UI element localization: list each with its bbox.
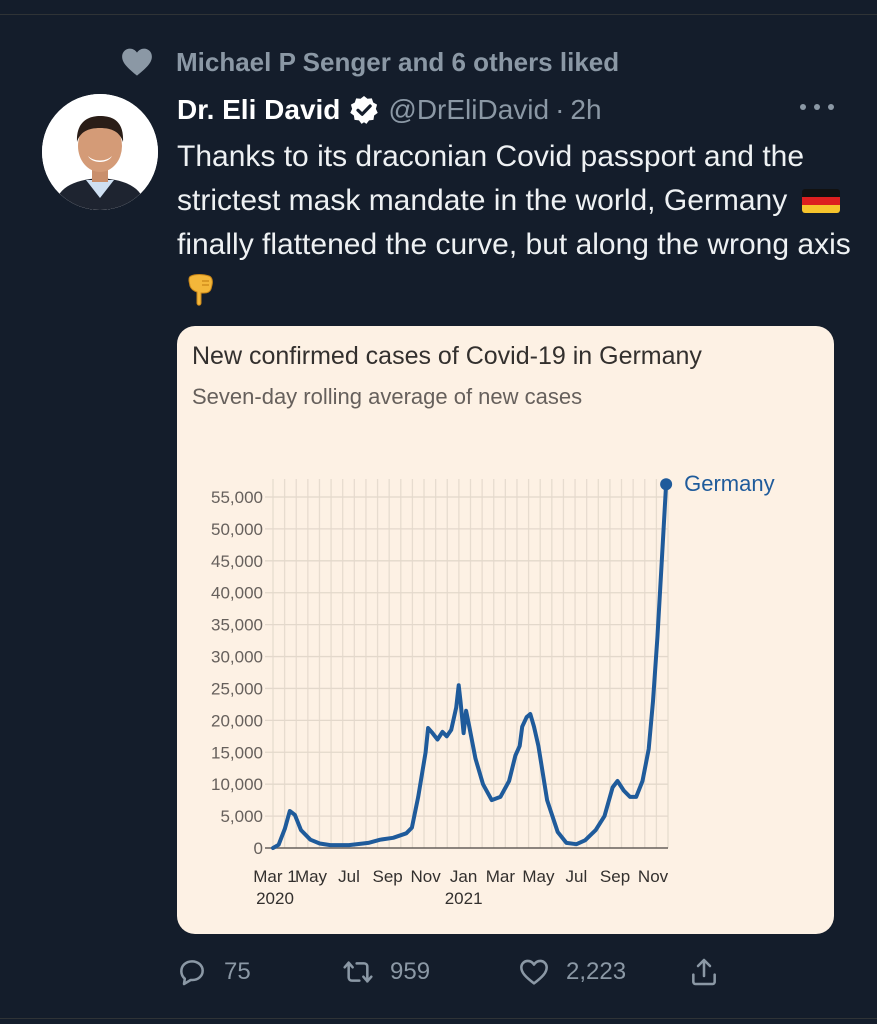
- retweet-button[interactable]: 959: [342, 950, 430, 994]
- retweet-icon: [343, 961, 373, 983]
- chart-y-tick-label: 30,000: [211, 648, 263, 667]
- chart-x-tick-label: Jan: [450, 867, 477, 886]
- chart-x-tick-label: Mar 1: [253, 867, 296, 886]
- tweet-header: Dr. Eli David @DrEliDavid · 2h: [177, 90, 602, 130]
- chart-x-tick-label: May: [522, 867, 555, 886]
- chart-subtitle: Seven-day rolling average of new cases: [192, 384, 583, 409]
- chart-y-tick-label: 10,000: [211, 775, 263, 794]
- chart-series-end-marker: [660, 478, 673, 491]
- like-icon: [520, 959, 548, 985]
- more-dot: [828, 104, 834, 110]
- like-button[interactable]: 2,223: [518, 950, 626, 994]
- chart-y-tick-label: 40,000: [211, 584, 263, 603]
- chart-x-tick-label: May: [295, 867, 328, 886]
- author-name[interactable]: Dr. Eli David: [177, 94, 341, 125]
- chart-card[interactable]: New confirmed cases of Covid-19 in Germa…: [177, 326, 834, 934]
- chart-y-tick-label: 15,000: [211, 743, 263, 762]
- top-divider: [0, 14, 877, 15]
- germany-flag-icon: [801, 189, 840, 213]
- chart-y-tick-label: 25,000: [211, 679, 263, 698]
- tweet-text-part2: finally flattened the curve, but along t…: [177, 228, 851, 261]
- avatar[interactable]: [42, 94, 158, 210]
- tweet-actions: 75 959 2,223: [176, 950, 736, 994]
- author-handle[interactable]: @DrEliDavid: [388, 94, 550, 125]
- pointing-down-icon: [188, 274, 213, 306]
- chart-y-tick-label: 0: [254, 839, 263, 858]
- share-icon: [692, 958, 716, 986]
- chart-plot: 55,000 50,000 45,000 40,000 35,000 30,000 25,0…: [211, 471, 775, 908]
- more-options-icon[interactable]: [800, 100, 834, 114]
- tweet-timestamp[interactable]: 2h: [570, 94, 602, 125]
- chart-x-tick-label: Nov: [638, 867, 669, 886]
- chart-series-label: Germany: [684, 471, 774, 496]
- tweet-text-part1: Thanks to its draconian Covid passport a…: [177, 140, 805, 217]
- chart-x-tick-year: 2021: [445, 889, 483, 908]
- chart-x-tick-label: Jul: [338, 867, 360, 886]
- retweet-count: 959: [390, 958, 431, 985]
- reply-button[interactable]: 75: [176, 950, 251, 994]
- chart-series-line-germany: [271, 482, 669, 850]
- chart-y-tick-label: 50,000: [211, 520, 263, 539]
- chart-y-tick-label: 5,000: [220, 807, 263, 826]
- social-context[interactable]: Michael P Senger and 6 others liked: [120, 44, 619, 80]
- heart-icon: [122, 48, 152, 76]
- bottom-divider: [0, 1018, 877, 1019]
- more-dot: [814, 104, 820, 110]
- share-button[interactable]: [688, 950, 720, 994]
- tweet-text: Thanks to its draconian Covid passport a…: [177, 135, 857, 311]
- chart-y-tick-label: 35,000: [211, 616, 263, 635]
- chart-x-tick-label: Sep: [373, 867, 403, 886]
- header-separator: ·: [555, 94, 565, 125]
- verified-badge-icon: [350, 96, 379, 124]
- chart-title: New confirmed cases of Covid-19 in Germa…: [192, 342, 702, 370]
- reply-icon: [180, 960, 204, 986]
- chart-y-tick-label: 55,000: [211, 488, 263, 507]
- more-dot: [800, 104, 806, 110]
- like-count: 2,223: [566, 958, 627, 985]
- chart-x-tick-label: Mar: [486, 867, 516, 886]
- chart-y-tick-label: 45,000: [211, 552, 263, 571]
- social-context-text: Michael P Senger and 6 others liked: [176, 46, 620, 77]
- chart-x-tick-label: Sep: [600, 867, 630, 886]
- chart-y-tick-label: 20,000: [211, 711, 263, 730]
- chart-x-tick-year: 2020: [256, 889, 294, 908]
- chart-x-tick-label: Jul: [566, 867, 588, 886]
- reply-count: 75: [224, 958, 251, 985]
- chart-x-tick-label: Nov: [411, 867, 442, 886]
- avatar-photo: [42, 94, 158, 210]
